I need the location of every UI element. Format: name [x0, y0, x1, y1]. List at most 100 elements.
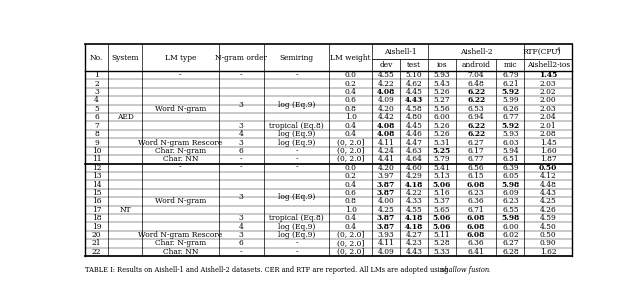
- Text: 5.26: 5.26: [433, 88, 450, 96]
- Text: 5.37: 5.37: [433, 197, 450, 205]
- Text: 6: 6: [94, 113, 99, 121]
- Text: 19: 19: [92, 222, 101, 231]
- Text: 0.4: 0.4: [344, 222, 356, 231]
- Text: log (Eq.9): log (Eq.9): [278, 231, 316, 239]
- Text: 5.98: 5.98: [501, 181, 520, 189]
- Text: 6.23: 6.23: [468, 189, 484, 197]
- Text: 4.11: 4.11: [378, 138, 394, 147]
- Text: 4.45: 4.45: [406, 122, 422, 130]
- Text: 7.04: 7.04: [468, 71, 484, 79]
- Text: 6.28: 6.28: [502, 248, 519, 256]
- Text: 5.92: 5.92: [501, 122, 520, 130]
- Text: 0.90: 0.90: [540, 239, 557, 247]
- Text: 1: 1: [94, 71, 99, 79]
- Text: 11: 11: [92, 155, 101, 163]
- Text: 1.45: 1.45: [540, 138, 557, 147]
- Text: 1.0: 1.0: [345, 206, 356, 214]
- Text: -: -: [240, 248, 243, 256]
- Text: 6: 6: [239, 239, 244, 247]
- Text: 17: 17: [92, 206, 101, 214]
- Text: LM type: LM type: [164, 54, 196, 62]
- Text: 2: 2: [94, 80, 99, 88]
- Text: 3: 3: [239, 193, 244, 201]
- Text: 0.2: 0.2: [345, 80, 356, 88]
- Text: 7: 7: [94, 122, 99, 130]
- Text: log (Eq.9): log (Eq.9): [278, 222, 316, 231]
- Text: RTF(CPU): RTF(CPU): [523, 48, 561, 56]
- Text: 4.23: 4.23: [406, 239, 422, 247]
- Text: 3: 3: [239, 138, 244, 147]
- Text: 4.50: 4.50: [540, 222, 557, 231]
- Text: 4.55: 4.55: [378, 71, 394, 79]
- Text: 4.43: 4.43: [406, 248, 422, 256]
- Text: 12: 12: [92, 164, 101, 172]
- Text: 0.4: 0.4: [344, 130, 356, 138]
- Text: -: -: [240, 71, 243, 79]
- Text: 3: 3: [239, 122, 244, 130]
- Text: 4.08: 4.08: [377, 88, 396, 96]
- Text: Word N-gram Rescore: Word N-gram Rescore: [138, 231, 223, 239]
- Text: -: -: [295, 147, 298, 155]
- Text: 4: 4: [557, 47, 561, 52]
- Text: 4: 4: [239, 222, 244, 231]
- Text: 4.11: 4.11: [378, 239, 394, 247]
- Text: 4.43: 4.43: [540, 189, 557, 197]
- Text: 3.87: 3.87: [377, 189, 395, 197]
- Text: android: android: [461, 61, 491, 69]
- Text: 6.21: 6.21: [502, 80, 519, 88]
- Text: 4.41: 4.41: [378, 155, 394, 163]
- Text: 5.79: 5.79: [433, 155, 450, 163]
- Text: 6.00: 6.00: [433, 113, 450, 121]
- Text: 0.8: 0.8: [345, 105, 356, 113]
- Text: 16: 16: [92, 197, 101, 205]
- Text: 6.08: 6.08: [467, 222, 485, 231]
- Text: 6.36: 6.36: [468, 197, 484, 205]
- Text: mic: mic: [504, 61, 517, 69]
- Text: 2.03: 2.03: [540, 105, 557, 113]
- Text: 6.51: 6.51: [502, 155, 519, 163]
- Text: 4.43: 4.43: [405, 96, 423, 104]
- Text: System: System: [111, 54, 139, 62]
- Text: 5.27: 5.27: [433, 96, 450, 104]
- Text: 6.08: 6.08: [467, 231, 485, 239]
- Text: 0.4: 0.4: [344, 181, 356, 189]
- Text: 20: 20: [92, 231, 101, 239]
- Text: 5.99: 5.99: [502, 96, 519, 104]
- Text: 4.55: 4.55: [406, 206, 422, 214]
- Text: Word N-gram Rescore: Word N-gram Rescore: [138, 138, 223, 147]
- Text: 2.00: 2.00: [540, 96, 557, 104]
- Text: AED: AED: [116, 113, 134, 121]
- Text: (0, 2.0]: (0, 2.0]: [337, 248, 364, 256]
- Text: 6.48: 6.48: [468, 80, 484, 88]
- Text: LM weight: LM weight: [330, 54, 371, 62]
- Text: 15: 15: [92, 189, 101, 197]
- Text: log (Eq.9): log (Eq.9): [278, 138, 316, 147]
- Text: 3.87: 3.87: [377, 214, 395, 222]
- Text: 4.58: 4.58: [406, 105, 422, 113]
- Text: 6.15: 6.15: [468, 172, 484, 180]
- Text: 6.55: 6.55: [502, 206, 519, 214]
- Text: tropical (Eq.8): tropical (Eq.8): [269, 122, 324, 130]
- Text: 4.26: 4.26: [540, 206, 557, 214]
- Text: 4.33: 4.33: [406, 197, 422, 205]
- Text: 8: 8: [94, 130, 99, 138]
- Text: 6.00: 6.00: [502, 222, 519, 231]
- Text: -: -: [179, 164, 182, 172]
- Text: -: -: [179, 71, 182, 79]
- Text: 6.77: 6.77: [502, 113, 519, 121]
- Text: (0, 2.0]: (0, 2.0]: [337, 155, 364, 163]
- Text: 14: 14: [92, 181, 101, 189]
- Text: 6: 6: [239, 147, 244, 155]
- Text: 13: 13: [92, 172, 101, 180]
- Text: 5.06: 5.06: [433, 222, 451, 231]
- Text: 0.6: 0.6: [345, 189, 356, 197]
- Text: 4.25: 4.25: [540, 197, 557, 205]
- Text: 5.56: 5.56: [433, 105, 450, 113]
- Text: 4.20: 4.20: [378, 164, 394, 172]
- Text: 1.0: 1.0: [345, 113, 356, 121]
- Text: 4.22: 4.22: [378, 80, 394, 88]
- Text: 6.71: 6.71: [468, 206, 484, 214]
- Text: TABLE I: Results on Aishell-1 and Aishell-2 datasets. CER and RTF are reported. : TABLE I: Results on Aishell-1 and Aishel…: [85, 266, 451, 274]
- Text: 5.25: 5.25: [433, 147, 451, 155]
- Text: 9: 9: [94, 138, 99, 147]
